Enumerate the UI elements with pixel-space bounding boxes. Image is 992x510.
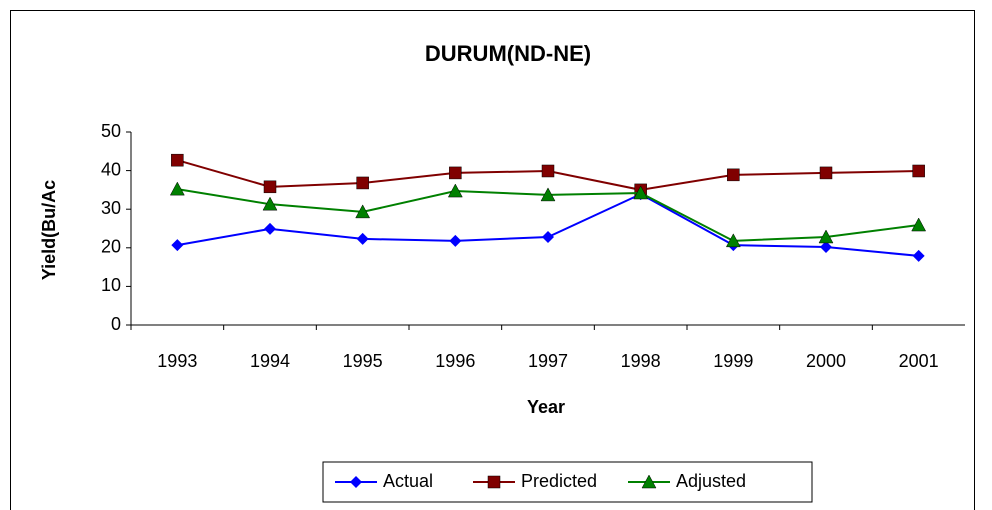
- data-point: [264, 222, 276, 235]
- y-axis-label: Yield(Bu/Ac: [39, 180, 59, 280]
- data-point: [262, 196, 278, 211]
- data-point: [912, 249, 925, 262]
- data-point: [263, 180, 277, 194]
- series-line: [177, 193, 919, 257]
- data-point: [633, 185, 649, 200]
- y-tick-label: 40: [101, 159, 121, 179]
- x-tick-label: 1998: [621, 351, 661, 371]
- data-point: [911, 217, 927, 232]
- data-point: [912, 164, 925, 178]
- y-tick-label: 10: [101, 275, 121, 295]
- data-point: [355, 204, 371, 219]
- y-tick-label: 0: [111, 314, 121, 334]
- legend-box: [322, 461, 813, 503]
- legend-marker: [641, 474, 657, 489]
- data-point: [449, 166, 462, 180]
- x-tick-label: 1996: [435, 351, 475, 371]
- chart-title: DURUM(ND-NE): [425, 41, 591, 66]
- y-tick-label: 20: [101, 237, 121, 257]
- data-point: [171, 153, 184, 167]
- x-tick-label: 1993: [157, 351, 197, 371]
- data-point: [727, 168, 740, 182]
- x-tick-label: 2001: [899, 351, 939, 371]
- x-axis-label: Year: [527, 397, 565, 417]
- data-point: [541, 164, 555, 178]
- data-point: [449, 234, 462, 247]
- data-point: [540, 187, 556, 202]
- x-tick-label: 1994: [250, 351, 290, 371]
- legend-label: Adjusted: [676, 471, 746, 491]
- x-tick-label: 2000: [806, 351, 846, 371]
- y-tick-label: 30: [101, 198, 121, 218]
- data-point: [725, 233, 741, 248]
- data-point: [169, 181, 185, 196]
- data-point: [447, 183, 463, 198]
- data-point: [542, 230, 554, 243]
- y-tick-label: 50: [101, 121, 121, 141]
- x-tick-label: 1997: [528, 351, 568, 371]
- legend-label: Predicted: [521, 471, 597, 491]
- data-point: [819, 166, 833, 180]
- legend-marker: [350, 476, 362, 488]
- data-point: [356, 232, 369, 245]
- data-point: [356, 176, 369, 190]
- x-tick-label: 1995: [343, 351, 383, 371]
- chart-frame: [10, 10, 975, 510]
- x-tick-label: 1999: [713, 351, 753, 371]
- legend-label: Actual: [383, 471, 433, 491]
- data-point: [818, 229, 834, 244]
- legend-marker: [487, 475, 501, 489]
- data-point: [820, 241, 832, 254]
- data-point: [171, 239, 184, 252]
